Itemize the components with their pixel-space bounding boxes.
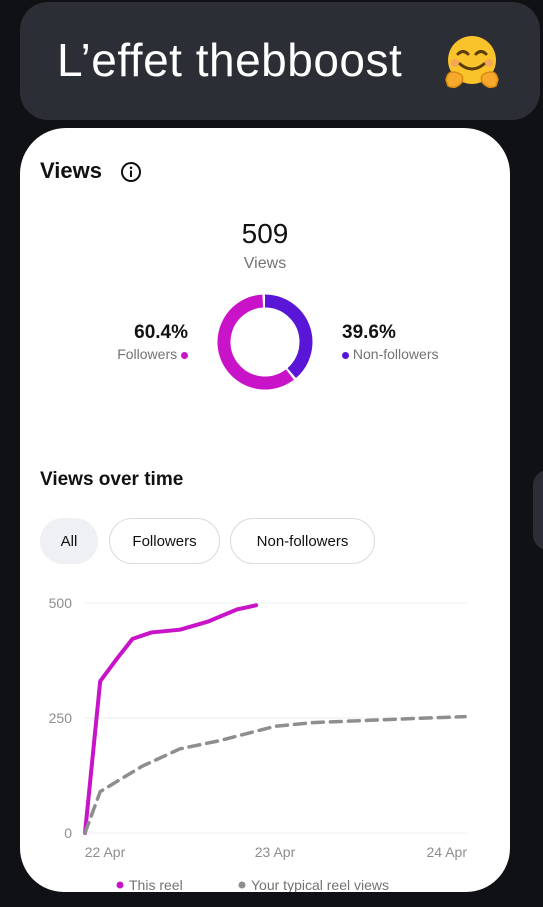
nonfollowers-legend-label: Non-followers bbox=[352, 346, 439, 362]
views-donut-chart bbox=[217, 294, 313, 390]
y-tick-label: 0 bbox=[64, 825, 72, 841]
legend-label: This reel bbox=[129, 877, 183, 892]
adjacent-card-edge bbox=[533, 470, 543, 550]
filter-all-pill[interactable]: All bbox=[40, 518, 98, 564]
views-over-time-title: Views over time bbox=[40, 469, 184, 490]
views-over-time-line-chart: 0 250 500 22 Apr 23 Apr 24 Apr This reel Your t… bbox=[49, 595, 468, 892]
views-title: Views bbox=[40, 158, 102, 183]
legend-dot-icon bbox=[116, 881, 124, 889]
followers-dot-icon bbox=[181, 351, 188, 359]
legend-label: Your typical reel views bbox=[251, 877, 389, 892]
followers-legend-label: Followers bbox=[117, 346, 178, 362]
filter-followers-pill[interactable]: Followers bbox=[109, 518, 220, 564]
donut-followers-segment bbox=[217, 294, 313, 390]
legend-dot-icon bbox=[238, 881, 246, 889]
y-tick-label: 500 bbox=[49, 595, 73, 611]
nonfollowers-legend: Non-followers bbox=[342, 346, 438, 362]
x-tick-label: 24 Apr bbox=[427, 844, 468, 860]
series-line-this-reel bbox=[83, 603, 258, 835]
followers-legend: Followers bbox=[117, 346, 188, 362]
filter-nonfollowers-pill[interactable]: Non-followers bbox=[230, 518, 375, 564]
total-views: 509 bbox=[241, 218, 289, 249]
x-tick-label: 23 Apr bbox=[255, 844, 296, 860]
nonfollowers-dot-icon bbox=[342, 351, 349, 359]
followers-percentage: 60.4% bbox=[134, 322, 188, 343]
x-tick-label: 22 Apr bbox=[85, 844, 126, 860]
total-views-label: Views bbox=[243, 255, 287, 272]
y-tick-label: 250 bbox=[49, 710, 73, 726]
series-line-typical-reel bbox=[83, 714, 467, 835]
donut-nonfollowers-segment bbox=[217, 294, 313, 390]
nonfollowers-percentage: 39.6% bbox=[342, 322, 396, 343]
info-icon[interactable] bbox=[120, 161, 142, 183]
hugging-face-emoji-icon bbox=[445, 36, 499, 89]
insights-card: Views 509 Views 60.4% Followers 39.6% No… bbox=[20, 128, 510, 892]
message-text: L’effet thebboost bbox=[57, 34, 403, 86]
